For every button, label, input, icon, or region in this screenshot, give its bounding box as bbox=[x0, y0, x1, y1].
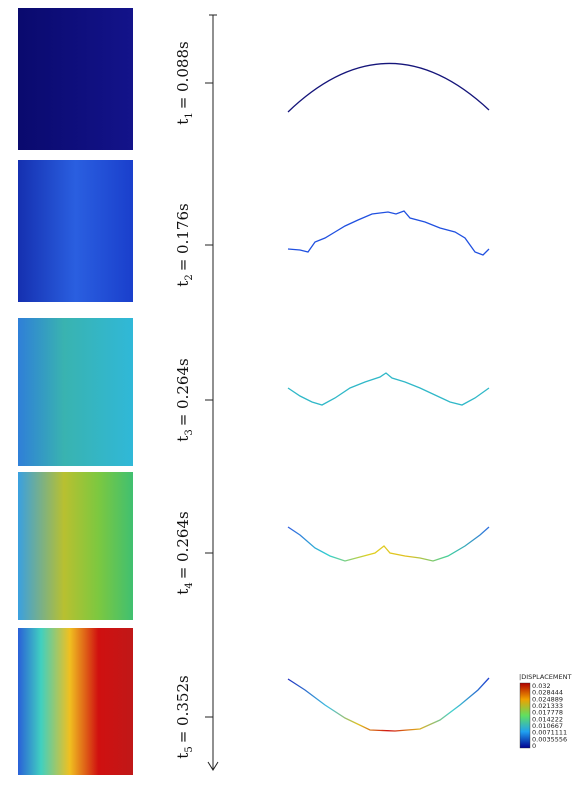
time-value: = 0.264s bbox=[174, 358, 192, 426]
arrow bbox=[207, 761, 219, 771]
time-subscript: 3 bbox=[184, 429, 195, 435]
time-subscript: 4 bbox=[184, 582, 195, 588]
profile bbox=[287, 210, 490, 256]
colorbar-label: 0 bbox=[532, 742, 536, 750]
panels bbox=[18, 8, 133, 775]
time-value: = 0.352s bbox=[174, 675, 192, 743]
time-label: t3 = 0.264s bbox=[174, 358, 195, 441]
time-axis bbox=[205, 14, 219, 771]
colorbar-label: 0.024889 bbox=[532, 695, 563, 703]
panel bbox=[18, 8, 133, 150]
time-value: = 0.176s bbox=[174, 203, 192, 271]
colorbar-label: 0.017778 bbox=[532, 709, 563, 717]
time-symbol: t bbox=[174, 119, 192, 125]
panel bbox=[18, 318, 133, 466]
colorbar-label: 0.0071111 bbox=[532, 729, 567, 737]
time-label: t4 = 0.264s bbox=[174, 511, 195, 594]
panel bbox=[18, 628, 133, 775]
colorbar-scale bbox=[519, 682, 531, 749]
profile bbox=[287, 677, 490, 732]
time-subscript: 5 bbox=[184, 746, 195, 752]
time-label: t2 = 0.176s bbox=[174, 203, 195, 286]
colorbar-label: 0.028444 bbox=[532, 689, 563, 697]
panel bbox=[18, 472, 133, 620]
profiles bbox=[287, 62, 490, 732]
time-label: t5 = 0.352s bbox=[174, 675, 195, 758]
colorbar: |DISPLACEMENT 0.0320.0284440.0248890.021… bbox=[519, 673, 571, 750]
time-symbol: t bbox=[174, 436, 192, 442]
colorbar-label: 0.014222 bbox=[532, 715, 563, 723]
time-symbol: t bbox=[174, 753, 192, 759]
colorbar-label: 0.010667 bbox=[532, 722, 563, 730]
colorbar-label: 0.021333 bbox=[532, 702, 563, 710]
colorbar-label: 0.0035556 bbox=[532, 735, 567, 743]
time-subscript: 1 bbox=[184, 112, 195, 118]
time-subscript: 2 bbox=[184, 274, 195, 280]
profile bbox=[287, 526, 490, 562]
time-symbol: t bbox=[174, 589, 192, 595]
time-value: = 0.088s bbox=[174, 41, 192, 109]
colorbar-label: 0.032 bbox=[532, 682, 551, 690]
colorbar-title: |DISPLACEMENT bbox=[519, 673, 571, 681]
profile bbox=[287, 62, 490, 113]
time-value: = 0.264s bbox=[174, 511, 192, 579]
time-label: t1 = 0.088s bbox=[174, 41, 195, 124]
panel bbox=[18, 160, 133, 302]
time-symbol: t bbox=[174, 281, 192, 287]
profile bbox=[287, 372, 490, 406]
